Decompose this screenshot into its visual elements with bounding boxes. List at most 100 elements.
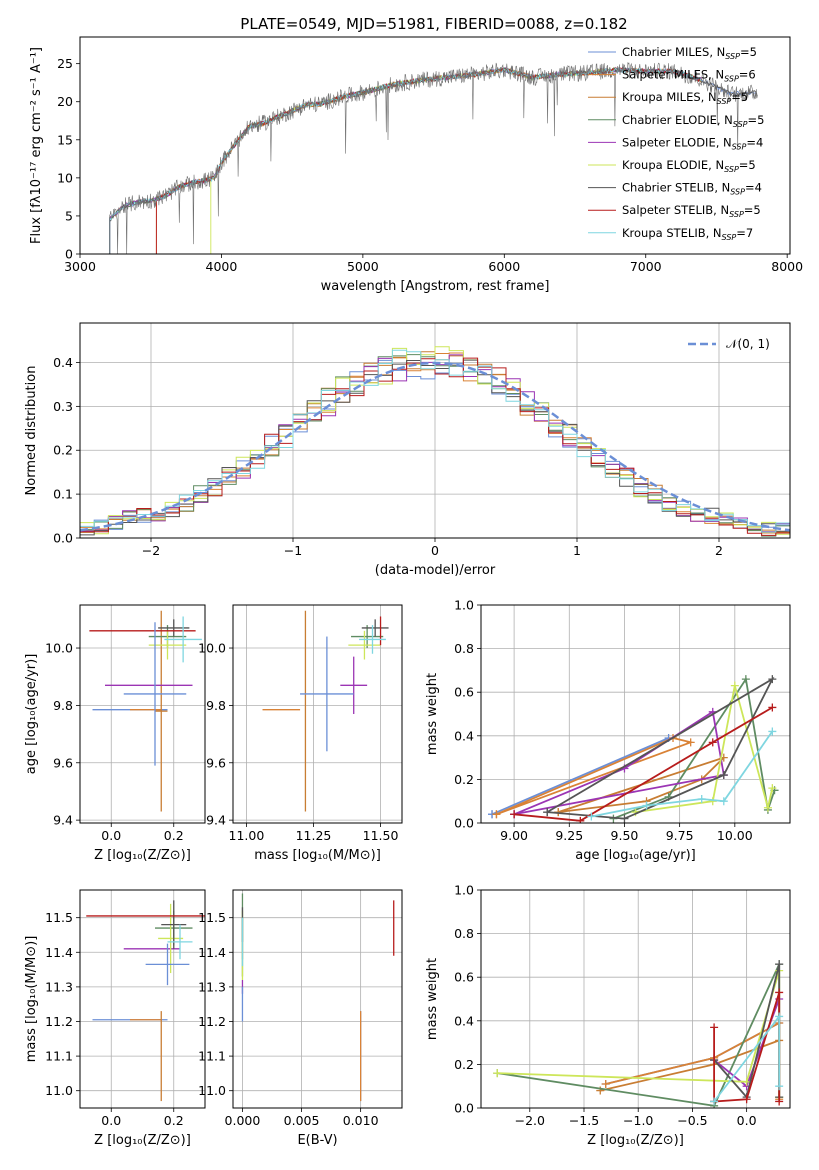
x-tick-label: −0.5	[677, 1113, 707, 1128]
weight-marker	[697, 795, 706, 804]
x-tick-label: 0.2	[164, 828, 184, 843]
age-vs-mass-panel: 11.00 11.25 11.50 9.4 9.6 9.8 10.0 mass [log₁₀(…	[198, 604, 403, 863]
x-tick-label: 0.005	[284, 1113, 320, 1128]
weight-marker	[742, 1077, 751, 1086]
y-tick-label: 0.0	[454, 816, 474, 831]
legend-entry: Chabrier STELIB, NSSP=4	[622, 181, 762, 197]
x-axis-label: mass [log₁₀(M/M⊙)]	[254, 848, 381, 863]
legend-entry: Salpeter ELODIE, NSSP=4	[622, 135, 763, 151]
model-spectrum-line	[109, 66, 702, 254]
x-tick-label: 11.50	[363, 828, 399, 843]
x-tick-label: −1.5	[569, 1113, 599, 1128]
x-tick-label: 0.0	[101, 1113, 121, 1128]
y-tick-label: 11.0	[45, 1083, 73, 1098]
y-tick-label: 1.0	[454, 598, 474, 613]
weight-marker	[719, 797, 728, 806]
y-tick-label: 11.5	[198, 910, 226, 925]
y-tick-label: 0.8	[454, 641, 474, 656]
mass-vs-Z-panel: 0.0 0.2 11.0 11.1 11.2 11.3 11.4 11.5 Z [log₁₀(Z…	[24, 889, 206, 1148]
model-spectrum-line	[109, 67, 702, 254]
weight-marker	[775, 1012, 784, 1021]
x-axis-label: wavelength [Angstrom, rest frame]	[321, 279, 550, 294]
y-tick-label: 9.4	[53, 813, 73, 828]
y-tick-label: 11.0	[198, 1083, 226, 1098]
x-tick-label: 0	[431, 543, 439, 558]
weight-series-line	[546, 676, 775, 820]
y-tick-label: 11.1	[198, 1049, 226, 1064]
weight-marker	[510, 810, 519, 819]
legend-entry: Kroupa MILES, NSSP=5	[622, 90, 748, 106]
axes-frame	[79, 36, 791, 255]
y-axis-label: age [log₁₀(age/yr)]	[24, 654, 39, 775]
y-axis-label: mass weight	[425, 958, 440, 1040]
legend-entry: Kroupa ELODIE, NSSP=5	[622, 158, 756, 174]
weight-marker	[710, 1097, 719, 1106]
y-tick-label: 0.2	[53, 443, 73, 458]
weight-vs-Z-panel: −2.0 −1.5 −1.0 −0.5 0.0 0.0 0.2 0.4 0.6 0.8 1.0 Z […	[425, 883, 791, 1148]
x-tick-label: 4000	[206, 259, 238, 274]
x-tick-label: 9.50	[611, 828, 639, 843]
x-tick-label: −2.0	[515, 1113, 545, 1128]
axes-frame	[480, 889, 791, 1109]
x-tick-label: 9.00	[500, 828, 528, 843]
plot-area	[241, 893, 395, 1102]
y-tick-label: 15	[57, 132, 73, 147]
y-tick-label: 0	[65, 247, 73, 262]
y-tick-label: 1.0	[454, 883, 474, 898]
plot-area	[86, 900, 205, 1102]
histogram-step-line	[80, 346, 790, 535]
x-axis-label: Z [log₁₀(Z/Z⊙)]	[94, 1133, 191, 1148]
x-axis-label: (data-model)/error	[375, 563, 496, 578]
x-tick-label: 10.00	[717, 828, 753, 843]
x-axis-label: Z [log₁₀(Z/Z⊙)]	[94, 848, 191, 863]
weight-marker	[620, 814, 629, 823]
y-axis-label: Flux [fλ10⁻¹⁷ erg cm⁻² s⁻¹ A⁻¹]	[29, 47, 44, 244]
y-tick-label: 11.4	[45, 945, 73, 960]
y-tick-label: 0.2	[454, 772, 474, 787]
x-tick-label: 0.000	[225, 1113, 261, 1128]
plot-area	[488, 675, 779, 823]
y-tick-label: 0.6	[454, 970, 474, 985]
y-tick-label: 0.4	[454, 728, 474, 743]
weight-series-line	[496, 737, 694, 816]
y-tick-label: 11.4	[198, 945, 226, 960]
x-tick-label: −2	[142, 543, 160, 558]
weight-marker	[768, 675, 777, 684]
legend-entry: Chabrier MILES, NSSP=5	[622, 45, 757, 61]
x-tick-label: 6000	[488, 259, 520, 274]
weight-marker	[493, 1069, 502, 1078]
legend-entry: Chabrier ELODIE, NSSP=5	[622, 113, 764, 129]
weight-marker	[642, 801, 651, 810]
axes-frame	[79, 604, 206, 824]
axes-frame	[480, 604, 791, 824]
y-tick-label: 5	[65, 208, 73, 223]
model-spectrum-line	[109, 67, 702, 254]
y-tick-label: 11.3	[198, 979, 226, 994]
spectrum-panel: 3000 4000 5000 6000 7000 8000 0 5 10 15 20 25 wavele…	[29, 36, 803, 294]
age-vs-Z-panel: 0.0 0.2 9.4 9.6 9.8 10.0 Z [log₁₀(Z/Z⊙)] age [l…	[24, 604, 206, 863]
weight-marker	[710, 1023, 719, 1032]
y-tick-label: 9.8	[206, 698, 226, 713]
weight-marker	[719, 771, 728, 780]
x-axis-label: E(B-V)	[297, 1133, 337, 1148]
y-tick-label: 0.3	[53, 399, 73, 414]
weight-marker	[587, 812, 596, 821]
x-tick-label: 7000	[630, 259, 662, 274]
y-tick-label: 0.0	[454, 1101, 474, 1116]
weight-marker	[730, 681, 739, 690]
weight-marker	[601, 1080, 610, 1089]
histogram-step-line	[80, 349, 790, 533]
y-tick-label: 11.2	[45, 1014, 73, 1029]
x-tick-label: −1.0	[623, 1113, 653, 1128]
x-tick-label: 5000	[347, 259, 379, 274]
gaussian-curve	[80, 361, 790, 532]
x-tick-label: 0.010	[343, 1113, 379, 1128]
weight-marker	[768, 727, 777, 736]
plot-area	[493, 960, 784, 1108]
x-tick-label: 0.2	[164, 1113, 184, 1128]
x-tick-label: 0.0	[737, 1113, 757, 1128]
weight-series-line	[514, 706, 773, 822]
plot-area	[109, 62, 758, 254]
y-tick-label: 9.8	[53, 698, 73, 713]
